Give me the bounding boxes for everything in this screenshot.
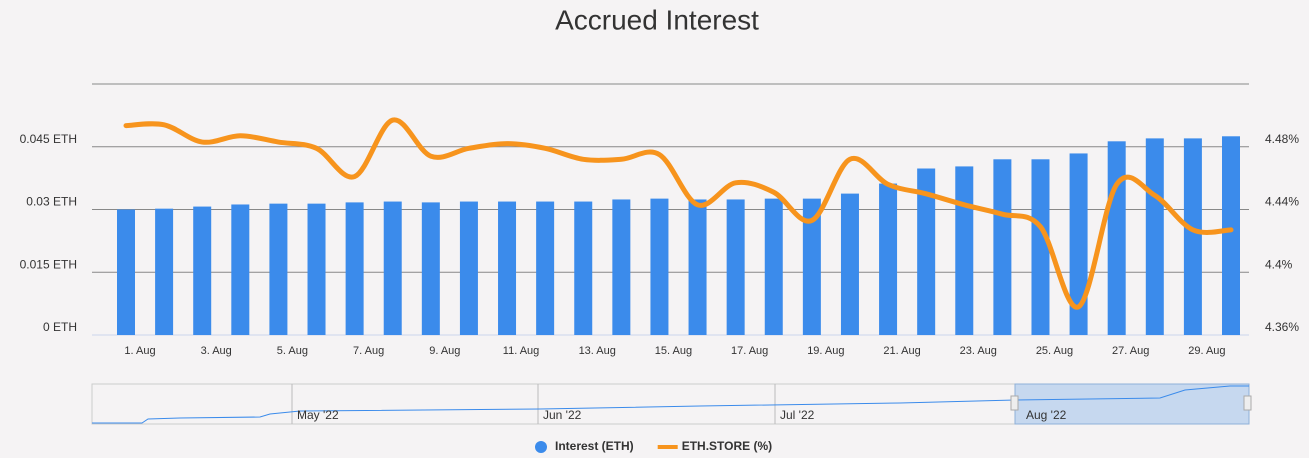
navigator-series — [92, 385, 1249, 424]
x-tick-label: 19. Aug — [807, 345, 844, 357]
x-tick-label: 25. Aug — [1036, 345, 1073, 357]
bar — [383, 201, 402, 335]
x-tick-label: 15. Aug — [655, 345, 692, 357]
bar — [117, 209, 135, 335]
bar — [345, 202, 364, 335]
legend-symbol — [535, 441, 547, 453]
bar — [612, 199, 631, 335]
bar — [459, 201, 478, 335]
bar — [840, 193, 859, 335]
bar — [1183, 138, 1202, 335]
x-tick-label: 7. Aug — [353, 345, 384, 357]
navigator: May '22 Jun '22 Jul '22 Aug '22 — [91, 383, 1252, 425]
y2-tick-label: 4.48% — [1265, 132, 1299, 146]
y-tick-label: 0 ETH — [43, 320, 77, 334]
navigator-label: Jul '22 — [780, 408, 815, 422]
y-tick-label: 0.015 ETH — [20, 257, 77, 271]
bar — [574, 201, 593, 335]
bar — [650, 198, 669, 335]
x-tick-label: 29. Aug — [1188, 345, 1225, 357]
navigator-label: Aug '22 — [1026, 408, 1067, 422]
bar — [688, 199, 707, 335]
x-tick-label: 23. Aug — [960, 345, 997, 357]
y2-tick-label: 4.44% — [1265, 195, 1299, 209]
y2-tick-label: 4.36% — [1265, 320, 1299, 334]
navigator-handle[interactable] — [1010, 395, 1019, 411]
bar — [993, 159, 1012, 335]
y2-tick-label: 4.4% — [1265, 257, 1293, 271]
navigator-label: May '22 — [297, 408, 339, 422]
bar — [269, 203, 288, 335]
x-tick-label: 9. Aug — [429, 345, 460, 357]
bar — [955, 166, 974, 335]
bar — [155, 208, 174, 335]
line-series — [123, 117, 1234, 310]
bar — [879, 183, 898, 335]
x-tick-label: 11. Aug — [503, 345, 540, 357]
bar — [764, 198, 783, 335]
bar — [421, 202, 440, 335]
bar — [802, 198, 821, 335]
bar — [307, 203, 326, 335]
navigator-label: Jun '22 — [543, 408, 582, 422]
bar — [1069, 153, 1088, 335]
bar — [1145, 138, 1164, 335]
y-tick-label: 0.03 ETH — [26, 195, 77, 209]
legend-label: Interest (ETH) — [555, 439, 634, 453]
x-tick-label: 1. Aug — [124, 345, 155, 357]
x-tick-label: 27. Aug — [1112, 345, 1149, 357]
x-tick-label: 3. Aug — [201, 345, 232, 357]
bar — [1107, 141, 1126, 335]
x-tick-label: 21. Aug — [883, 345, 920, 357]
y-tick-label: 0.045 ETH — [20, 132, 77, 146]
bar — [193, 206, 212, 335]
bar — [1222, 136, 1240, 335]
bar — [536, 201, 555, 335]
bar — [917, 168, 936, 335]
x-tick-label: 5. Aug — [277, 345, 308, 357]
navigator-handle[interactable] — [1243, 395, 1252, 411]
chart-title: Accrued Interest — [555, 4, 759, 35]
bar — [1031, 159, 1050, 335]
bar — [498, 201, 517, 335]
legend-label: ETH.STORE (%) — [682, 439, 772, 453]
x-tick-label: 13. Aug — [579, 345, 616, 357]
bar — [231, 204, 250, 335]
x-tick-label: 17. Aug — [731, 345, 768, 357]
bar — [726, 199, 745, 335]
navigator-selection[interactable] — [1014, 383, 1250, 425]
